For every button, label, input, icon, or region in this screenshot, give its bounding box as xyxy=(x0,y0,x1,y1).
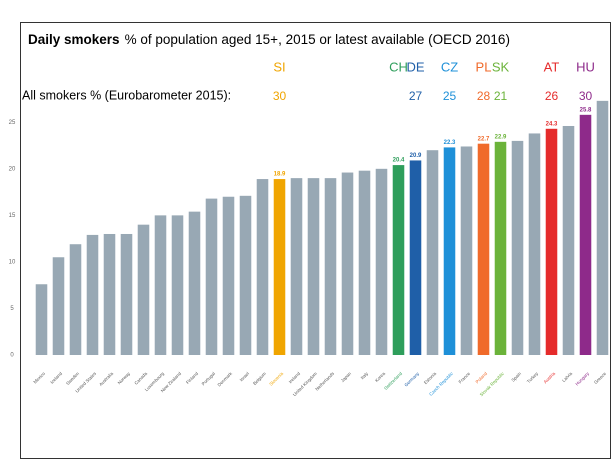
bar xyxy=(562,125,575,355)
bar xyxy=(579,114,592,355)
eurobarometer-label: All smokers % (Eurobarometer 2015): xyxy=(22,88,231,102)
y-tick-label: 10 xyxy=(9,259,16,265)
bar xyxy=(154,215,167,355)
bar xyxy=(545,128,558,355)
x-tick-label: Switzerland xyxy=(383,371,403,391)
eurobarometer-value: 30 xyxy=(579,89,593,103)
x-tick-label: Hungary xyxy=(574,370,590,386)
value-label: 20.4 xyxy=(393,158,405,164)
eurobarometer-code: AT xyxy=(544,59,560,74)
bar xyxy=(205,198,218,355)
value-label: 22.9 xyxy=(495,134,507,140)
eurobarometer-code: HU xyxy=(576,59,595,74)
x-tick-label: Japan xyxy=(340,371,353,384)
value-label: 24.3 xyxy=(546,121,558,127)
x-tick-label: Greece xyxy=(593,371,607,385)
chart-title: Daily smokers % of population aged 15+, 2… xyxy=(28,32,510,47)
x-tick-label: Australia xyxy=(98,371,114,387)
x-tick-label: Turkey xyxy=(526,370,540,384)
x-tick-label: Iceland xyxy=(49,371,63,385)
bar xyxy=(392,165,405,355)
x-tick-label: Netherlands xyxy=(314,370,335,391)
y-tick-label: 0 xyxy=(10,353,14,359)
bar xyxy=(511,140,524,355)
x-tick-label: Austria xyxy=(543,371,557,385)
eurobarometer-value: 27 xyxy=(409,89,423,103)
eurobarometer-code: PL xyxy=(476,59,492,74)
x-tick-label: Denmark xyxy=(217,370,234,387)
x-tick-label: Ireland xyxy=(288,371,302,385)
x-tick-label: Italy xyxy=(360,370,370,380)
value-label: 22.3 xyxy=(444,140,456,146)
eurobarometer-code: SK xyxy=(492,59,510,74)
value-label: 25.8 xyxy=(580,107,592,113)
title-rest: % of population aged 15+, 2015 or latest… xyxy=(125,32,510,47)
bar xyxy=(528,133,541,355)
eurobarometer-value: 21 xyxy=(494,89,508,103)
bar xyxy=(137,224,150,355)
value-label: 18.9 xyxy=(274,172,286,178)
eurobarometer-value: 25 xyxy=(443,89,457,103)
eurobarometer-code: SI xyxy=(273,59,285,74)
x-tick-label: Spain xyxy=(510,371,522,383)
title-bold: Daily smokers xyxy=(28,32,120,47)
bar xyxy=(494,141,507,355)
y-tick-label: 15 xyxy=(9,213,16,219)
bar xyxy=(358,170,371,355)
x-tick-label: Estonia xyxy=(423,371,438,386)
bar xyxy=(477,143,490,355)
bar xyxy=(290,178,303,355)
x-tick-label: Latvia xyxy=(561,371,573,383)
x-tick-label: Germany xyxy=(403,370,420,387)
eurobarometer-value: 28 xyxy=(477,89,491,103)
x-tick-label: Mexico xyxy=(32,371,46,385)
bar xyxy=(239,195,252,355)
bar xyxy=(324,178,337,355)
bar xyxy=(103,233,116,355)
eurobarometer-code: CZ xyxy=(441,59,458,74)
bar xyxy=(222,196,235,355)
bar xyxy=(69,244,82,355)
eurobarometer-code: CH xyxy=(389,59,408,74)
bar xyxy=(307,178,320,355)
value-label: 22.7 xyxy=(478,136,490,142)
bar xyxy=(341,172,354,355)
bar xyxy=(273,179,286,355)
value-label: 20.9 xyxy=(410,153,422,159)
bar xyxy=(596,100,609,355)
x-tick-label: Israel xyxy=(239,371,250,382)
bar xyxy=(188,211,201,355)
x-tick-label: France xyxy=(458,371,472,385)
y-tick-label: 20 xyxy=(9,166,16,172)
x-tick-label: Sweden xyxy=(65,371,80,386)
bar xyxy=(35,284,48,355)
bar xyxy=(443,147,456,355)
bar xyxy=(375,168,388,355)
eurobarometer-code: DE xyxy=(406,59,424,74)
bar xyxy=(460,146,473,355)
eurobarometer-value: 30 xyxy=(273,89,287,103)
x-tick-label: Canada xyxy=(133,371,148,386)
eurobarometer-value: 26 xyxy=(545,89,559,103)
bar xyxy=(409,160,422,355)
x-tick-label: Finland xyxy=(185,371,199,385)
bar xyxy=(86,234,99,355)
x-tick-label: Korea xyxy=(374,371,386,383)
bar xyxy=(52,257,65,355)
x-tick-label: Slovenia xyxy=(268,371,284,387)
bar xyxy=(171,215,184,355)
bar xyxy=(426,150,439,355)
y-tick-label: 25 xyxy=(9,120,16,126)
x-tick-label: Belgium xyxy=(252,371,267,386)
y-tick-label: 5 xyxy=(10,306,14,312)
x-tick-label: Portugal xyxy=(201,371,216,386)
x-tick-label: Poland xyxy=(475,371,489,385)
x-tick-label: Norway xyxy=(117,370,132,385)
bar xyxy=(120,233,133,355)
bar xyxy=(256,179,269,355)
